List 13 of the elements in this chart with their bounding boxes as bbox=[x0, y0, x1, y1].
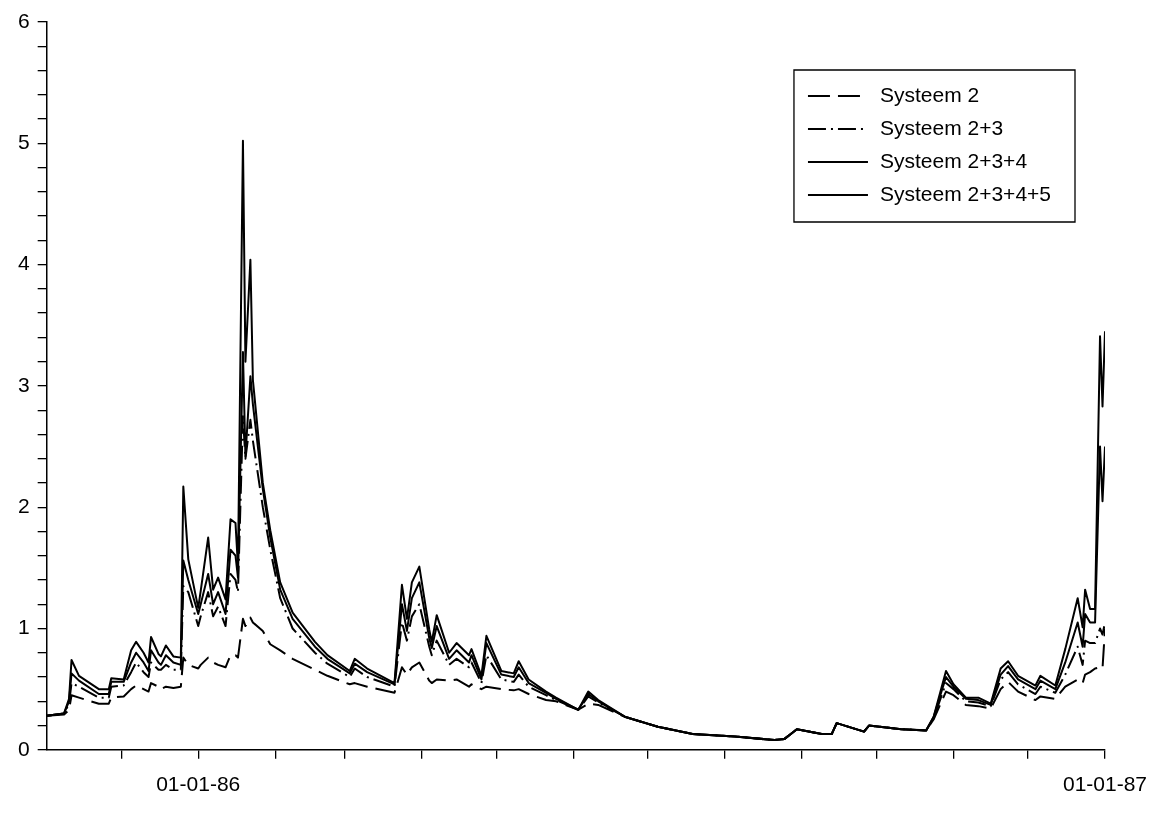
x-tick-label: 01-01-87 bbox=[1062, 772, 1148, 796]
y-tick-label: 4 bbox=[17, 251, 30, 275]
legend-label: Systeem 2+3+4 bbox=[879, 148, 1028, 172]
y-tick-label: 0 bbox=[17, 736, 30, 760]
legend-label: Systeem 2 bbox=[879, 82, 980, 106]
y-tick-label: 5 bbox=[17, 130, 30, 154]
y-tick-label: 1 bbox=[17, 615, 30, 639]
legend-label: Systeem 2+3+4+5 bbox=[879, 181, 1052, 205]
y-tick-label: 6 bbox=[17, 8, 30, 32]
legend-label: Systeem 2+3 bbox=[879, 115, 1004, 139]
y-tick-label: 2 bbox=[17, 494, 30, 517]
x-tick-label: 01-01-86 bbox=[156, 772, 241, 796]
y-tick-label: 3 bbox=[17, 372, 30, 396]
